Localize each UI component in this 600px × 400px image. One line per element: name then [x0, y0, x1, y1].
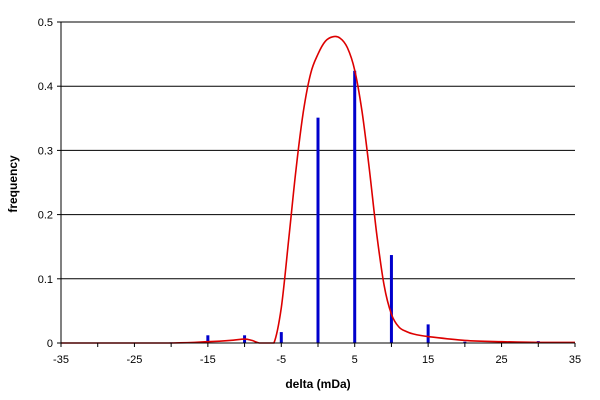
bar	[389, 255, 393, 343]
x-tick-label: -25	[126, 354, 142, 366]
axes	[57, 21, 576, 347]
tick-labels: 0 0.1 0.2 0.3 0.4 0.5 -35 -25 -15 -5 5 15 25 35	[38, 17, 581, 366]
x-tick-label: 15	[422, 354, 434, 366]
x-tick-label: 25	[495, 354, 507, 366]
x-axis-title: delta (mDa)	[285, 377, 350, 391]
y-tick-label: 0.1	[38, 274, 53, 286]
x-tick-label: -35	[53, 354, 69, 366]
bar	[316, 117, 320, 344]
fit-curve-series	[61, 35, 576, 344]
x-tick-label: 5	[352, 354, 358, 366]
y-tick-label: 0	[47, 338, 53, 350]
bar	[279, 332, 283, 343]
fit-curve-line	[61, 35, 576, 344]
x-tick-label: 35	[569, 354, 581, 366]
y-axis-title: frequency	[6, 155, 20, 213]
bar	[426, 324, 430, 343]
y-tick-label: 0.5	[38, 17, 53, 29]
x-tick-label: -5	[276, 354, 286, 366]
y-tick-label: 0.3	[38, 145, 53, 157]
y-tick-label: 0.2	[38, 210, 53, 222]
bar	[353, 70, 357, 344]
bar	[206, 335, 210, 343]
y-tick-label: 0.4	[38, 81, 53, 93]
bar-series	[169, 70, 540, 344]
x-tick-label: -15	[200, 354, 216, 366]
bar	[463, 341, 467, 343]
